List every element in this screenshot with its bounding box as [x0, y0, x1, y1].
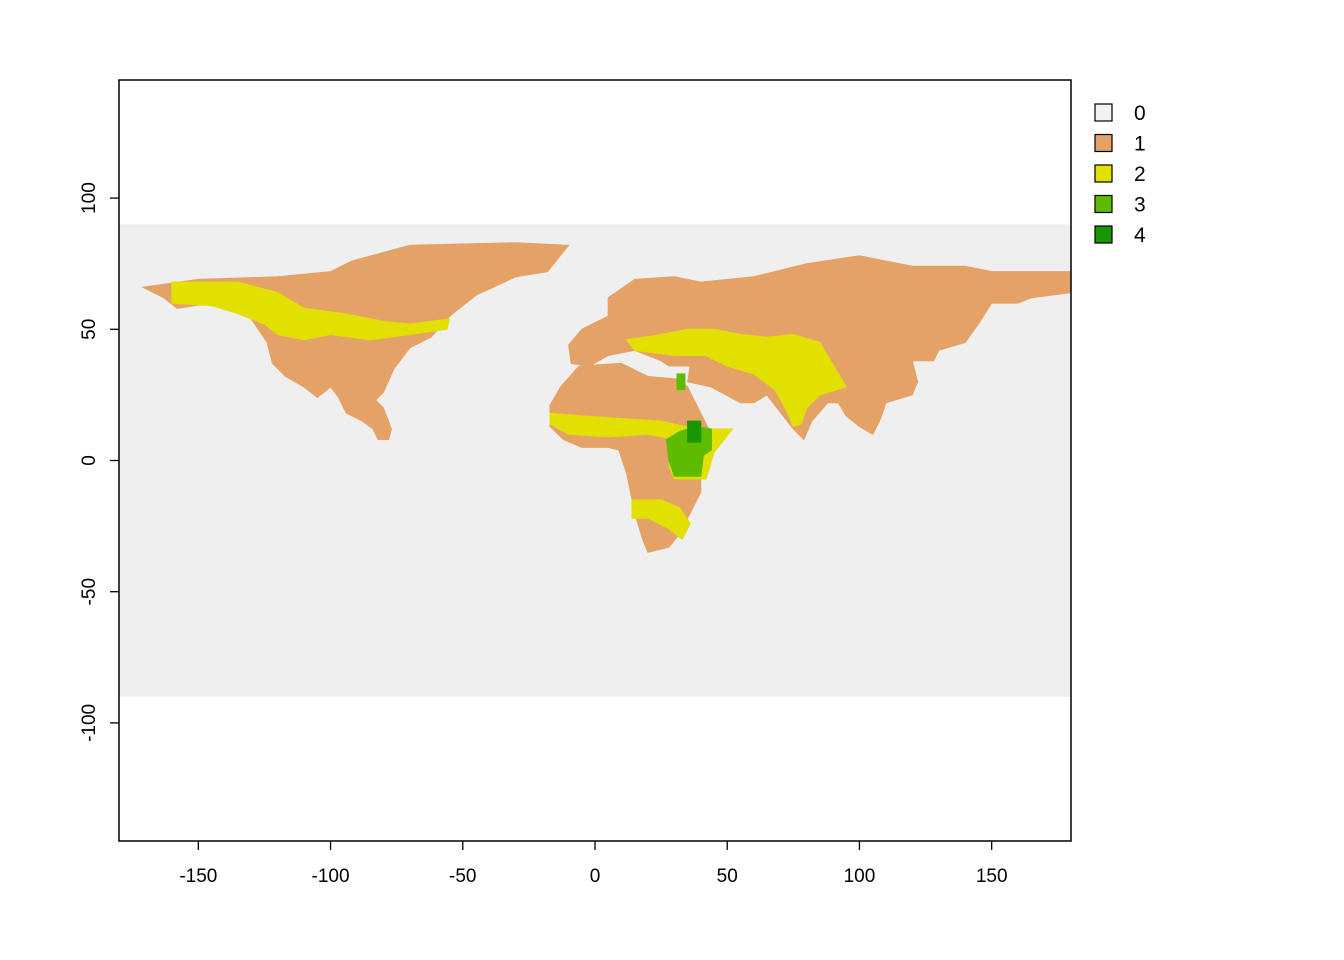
- x-tick-label: 50: [717, 866, 738, 887]
- region-southern-africa-yellow: [631, 499, 691, 540]
- x-tick-label: 150: [976, 866, 1008, 887]
- region-eurasia-yellow: [625, 328, 847, 428]
- y-tick-label: -100: [79, 704, 100, 742]
- x-axis: -150 -100 -50 0 50 100 150: [179, 841, 1008, 887]
- legend-swatch-0: [1094, 103, 1113, 122]
- y-tick-label: 0: [79, 455, 100, 466]
- x-tick-label: 100: [844, 866, 876, 887]
- legend-label-4: 4: [1134, 224, 1146, 247]
- y-tick-label: -50: [79, 578, 100, 605]
- region-africa: [549, 362, 731, 553]
- y-tick-label: 100: [79, 182, 100, 214]
- y-tick-label: 50: [79, 319, 100, 340]
- y-axis: 100 50 0 -50 -100: [79, 182, 119, 742]
- x-tick-label: -50: [449, 866, 476, 887]
- legend-label-1: 1: [1134, 133, 1146, 156]
- raster-layer: [119, 224, 1071, 697]
- x-tick-label: -150: [179, 866, 217, 887]
- region-ethiopia-dark-green: [687, 420, 702, 443]
- x-tick-label: 0: [590, 866, 601, 887]
- legend-swatch-2: [1094, 164, 1113, 183]
- region-canada-yellow: [171, 281, 451, 341]
- x-tick-label: -100: [312, 866, 350, 887]
- legend-label-2: 2: [1134, 163, 1146, 186]
- region-nile-green: [676, 373, 686, 391]
- legend-label-3: 3: [1134, 194, 1146, 217]
- legend-swatch-3: [1094, 194, 1113, 214]
- legend-label-0: 0: [1134, 102, 1146, 125]
- legend-swatch-1: [1094, 133, 1113, 153]
- legend-swatch-4: [1094, 225, 1113, 244]
- legend: 0 1 2 3 4: [1094, 102, 1146, 247]
